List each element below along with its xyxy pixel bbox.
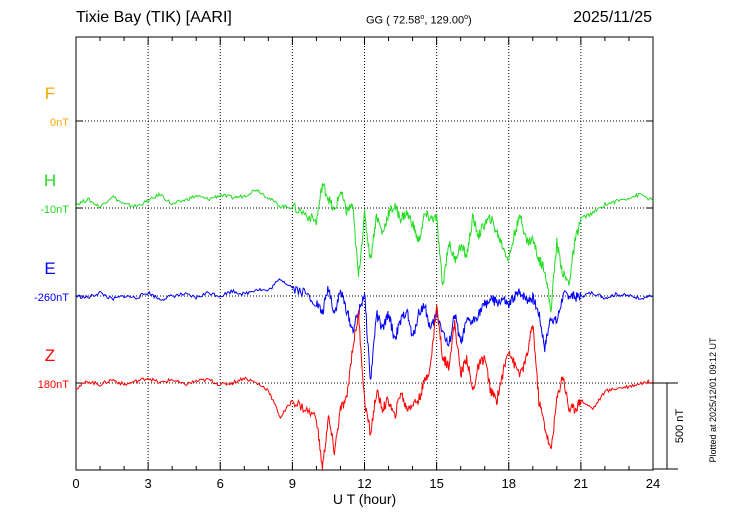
series-line-z [75,305,654,471]
x-tick-label: 12 [357,476,371,491]
date-label: 2025/11/25 [573,9,652,26]
series-line-h [75,182,654,313]
component-label-f: F [45,84,55,103]
series-line-e [75,278,654,380]
component-label-z: Z [45,346,55,365]
plot-frame [75,36,654,471]
coords-prefix: GG ( 72.58 [366,14,421,27]
x-tick-label: 15 [429,476,443,491]
plotted-at-note: Plotted at 2025/12/01 09:12 UT [708,337,718,463]
x-tick-label: 21 [574,476,588,491]
component-baseline-e: -260nT [34,292,69,304]
component-baseline-z: 180nT [38,379,69,391]
component-label-e: E [44,259,55,278]
component-baseline-h: -10nT [40,204,69,216]
station-title: Tixie Bay (TIK) [AARI] [76,9,232,26]
x-tick-label: 6 [217,476,224,491]
component-baseline-f: 0nT [50,117,69,129]
coordinates: GG ( 72.58o, 129.00o) [366,14,472,27]
x-tick-label: 24 [646,476,660,491]
x-tick-label: 0 [72,476,79,491]
coords-suffix: ) [468,14,472,27]
coords-mid: , 129.00 [424,14,465,27]
x-tick-label: 18 [502,476,516,491]
x-tick-label: 9 [289,476,296,491]
component-label-h: H [44,171,56,190]
x-axis-title: U T (hour) [333,491,396,507]
x-tick-label: 3 [145,476,152,491]
scale-bar-label: 500 nT [674,409,686,444]
